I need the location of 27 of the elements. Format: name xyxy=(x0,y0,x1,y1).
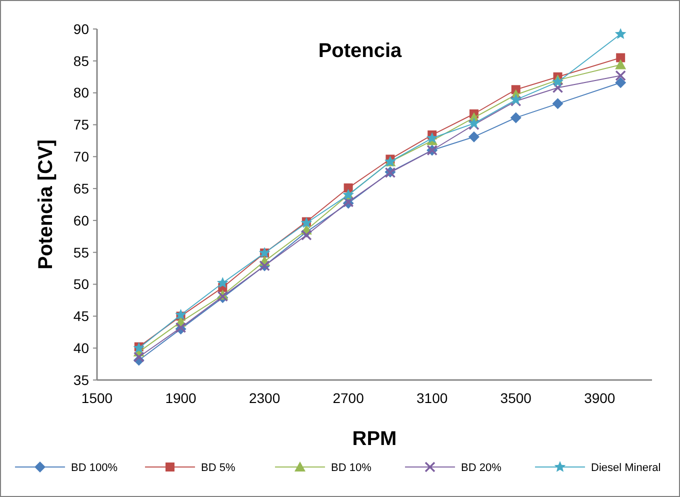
x-tick-label: 1500 xyxy=(81,390,113,406)
y-axis-title: Potencia [CV] xyxy=(35,139,57,270)
legend-label: BD 20% xyxy=(461,462,502,474)
x-tick-label: 3100 xyxy=(416,390,448,406)
y-tick-label: 55 xyxy=(73,244,90,260)
x-tick-label: 1900 xyxy=(165,390,197,406)
legend-label: BD 5% xyxy=(201,462,236,474)
y-tick-label: 90 xyxy=(73,20,90,37)
y-tick-label: 65 xyxy=(73,180,90,196)
legend-label: BD 100% xyxy=(71,462,118,474)
y-tick-label: 75 xyxy=(73,116,90,133)
y-tick-label: 80 xyxy=(73,84,90,101)
legend-label: Diesel Mineral xyxy=(591,462,661,474)
legend-label: BD 10% xyxy=(331,462,372,474)
y-tick-label: 85 xyxy=(73,52,90,69)
x-tick-label: 2700 xyxy=(332,390,364,406)
text: Potencia xyxy=(318,40,403,62)
x-tick-label: 3500 xyxy=(500,390,532,406)
x-tick-label: 3900 xyxy=(584,390,616,406)
x-tick-label: 2300 xyxy=(248,390,280,406)
y-tick-label: 60 xyxy=(73,212,90,228)
y-tick-label: 70 xyxy=(73,148,90,165)
y-tick-label: 40 xyxy=(73,340,90,356)
y-tick-label: 35 xyxy=(73,372,90,388)
y-tick-label: 50 xyxy=(73,276,90,292)
y-tick-label: 45 xyxy=(73,308,90,324)
x-axis-title: RPM xyxy=(352,428,397,450)
